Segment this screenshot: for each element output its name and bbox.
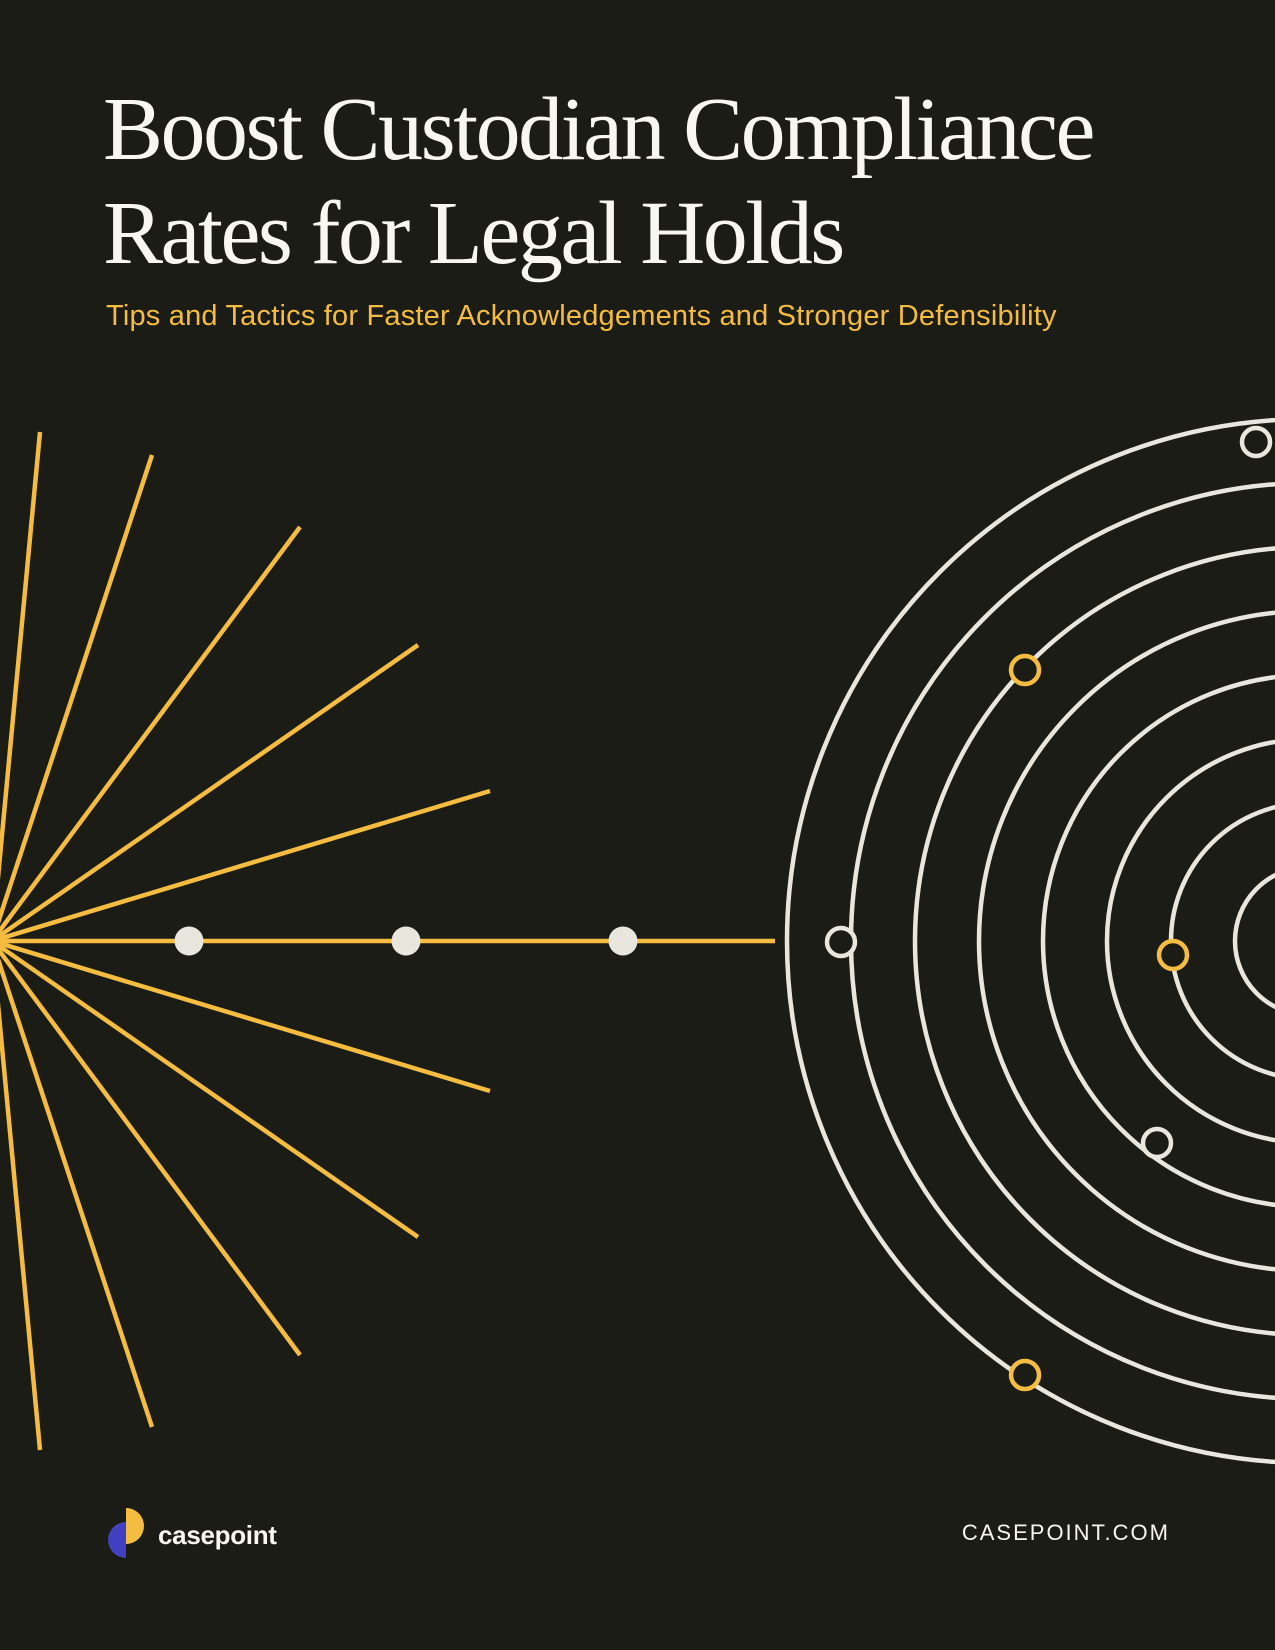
- ray-line: [0, 788, 491, 941]
- ray-line: [0, 525, 302, 935]
- orbit-ring: [1040, 674, 1275, 1208]
- orbit-node: [1156, 938, 1190, 972]
- orbit-ring: [976, 610, 1275, 1272]
- timeline-dot: [174, 926, 204, 956]
- ray-line: [0, 1001, 43, 1451]
- orbit-ring: [784, 417, 1275, 1465]
- ray-line: [0, 643, 420, 939]
- timeline-dot: [391, 926, 421, 956]
- page-subtitle: Tips and Tactics for Faster Acknowledgem…: [106, 300, 1057, 332]
- orbit-ring: [1168, 804, 1275, 1078]
- ray-line: [0, 943, 420, 1239]
- ray-line: [0, 947, 302, 1357]
- logo-half-circle-blue: [108, 1522, 126, 1558]
- ray-line: [0, 941, 491, 1094]
- ray-line: [0, 454, 155, 924]
- orbit-node: [1008, 1358, 1042, 1392]
- orbit-ring: [912, 546, 1275, 1336]
- casepoint-logo-icon: [106, 1506, 146, 1560]
- orbit-node: [1239, 425, 1273, 459]
- title-line-1: Boost Custodian Compliance: [103, 80, 1095, 179]
- ray-line: [0, 431, 43, 881]
- website-url: CASEPOINT.COM: [961, 1520, 1170, 1545]
- timeline-dot: [608, 926, 638, 956]
- title-line-2: Rates for Legal Holds: [103, 184, 845, 284]
- orbit-ring: [1232, 872, 1275, 1010]
- ray-line: [0, 958, 155, 1428]
- orbit-node: [824, 925, 858, 959]
- orbit-node: [1008, 653, 1042, 687]
- page-title: Boost Custodian Compliance Rates for Lega…: [103, 78, 1095, 287]
- orbit-ring: [1104, 739, 1275, 1143]
- orbit-node: [1140, 1126, 1174, 1160]
- logo-half-circle-yellow: [126, 1508, 144, 1544]
- casepoint-wordmark: casepoint: [158, 1520, 277, 1550]
